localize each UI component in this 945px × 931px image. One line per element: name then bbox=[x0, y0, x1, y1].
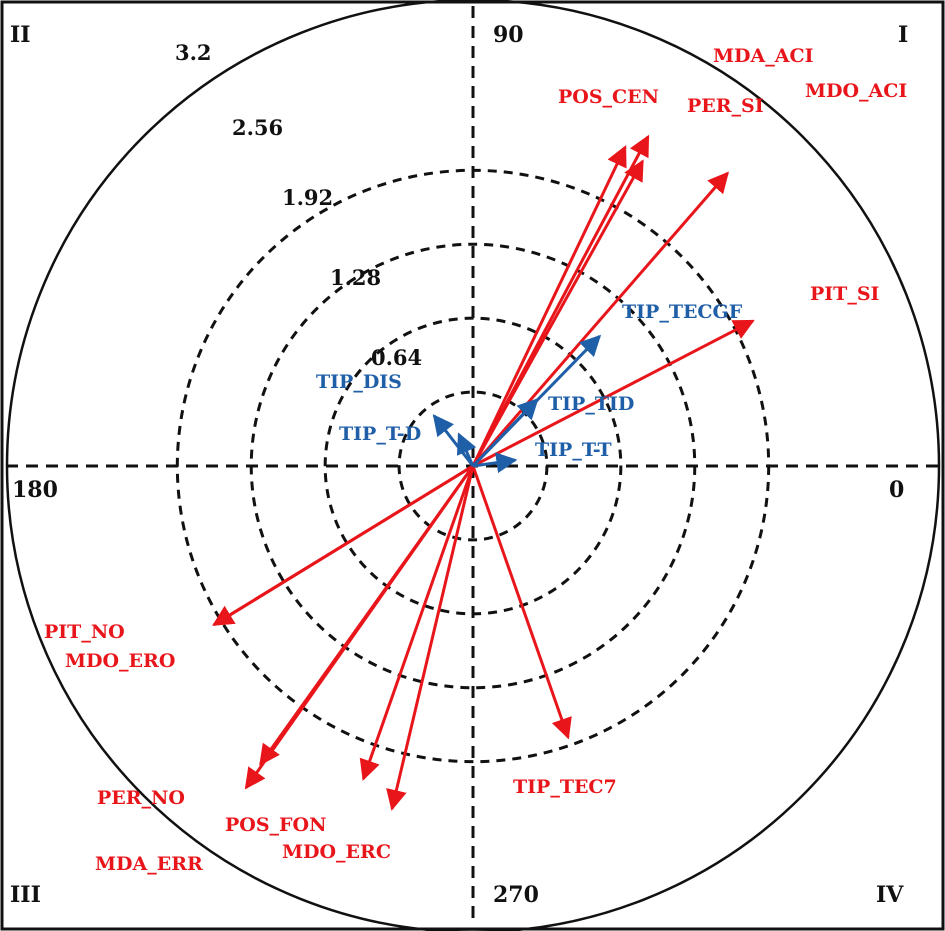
vector-label: MDO_ACI bbox=[805, 80, 907, 102]
vector-label: TIP_T-D bbox=[339, 423, 421, 445]
vector-label: PIT_SI bbox=[810, 283, 880, 305]
vector-label: PER_NO bbox=[97, 787, 185, 809]
vector-arrow bbox=[386, 465, 475, 811]
radial-tick-label: 1.28 bbox=[330, 265, 381, 290]
radial-tick-label: 0.64 bbox=[371, 345, 422, 370]
vector-label: TIP_TEC7 bbox=[513, 776, 617, 798]
radial-tick-label: 3.2 bbox=[175, 40, 212, 65]
angle-label-180: 180 bbox=[12, 477, 58, 503]
vector-arrow bbox=[472, 319, 755, 468]
angle-label-90: 90 bbox=[493, 22, 524, 48]
vector-label: MDO_ERC bbox=[282, 841, 391, 863]
vector-arrow bbox=[359, 465, 475, 781]
vector-label: TIP_DIS bbox=[316, 371, 402, 393]
vector-label: TIP_T-T bbox=[535, 439, 612, 461]
vector-arrow bbox=[432, 414, 475, 467]
vector-label: POS_CEN bbox=[558, 86, 659, 108]
quadrant-label-III: III bbox=[10, 882, 41, 908]
vector-label: MDO_ERO bbox=[65, 650, 175, 672]
vector-arrow bbox=[471, 465, 572, 740]
radial-tick-label: 2.56 bbox=[232, 115, 283, 140]
vectors bbox=[212, 134, 755, 811]
vector-arrow bbox=[244, 465, 475, 790]
angle-label-0: 0 bbox=[889, 477, 904, 503]
vector-arrow bbox=[212, 464, 474, 626]
quadrant-label-I: I bbox=[898, 22, 908, 48]
radial-tick-label: 1.92 bbox=[282, 185, 333, 210]
angle-label-270: 270 bbox=[493, 882, 539, 908]
vector-arrow bbox=[471, 145, 627, 467]
vector-arrow bbox=[471, 171, 729, 467]
vector-arrow bbox=[456, 432, 477, 467]
vector-arrow bbox=[472, 452, 518, 474]
vector-label: MDA_ERR bbox=[95, 853, 203, 875]
vector-arrow bbox=[471, 159, 644, 467]
vector-label: MDA_ACI bbox=[713, 45, 814, 67]
vector-label: TIP_TECGF bbox=[622, 301, 743, 323]
vector-label: PER_SI bbox=[687, 95, 764, 117]
vector-label: PIT_NO bbox=[44, 621, 125, 643]
vector-label: POS_FON bbox=[225, 814, 326, 836]
quadrant-label-II: II bbox=[10, 22, 31, 48]
vector-arrow bbox=[471, 397, 539, 468]
quadrant-label-IV: IV bbox=[876, 882, 904, 908]
vector-label: TIP_TID bbox=[548, 393, 634, 415]
